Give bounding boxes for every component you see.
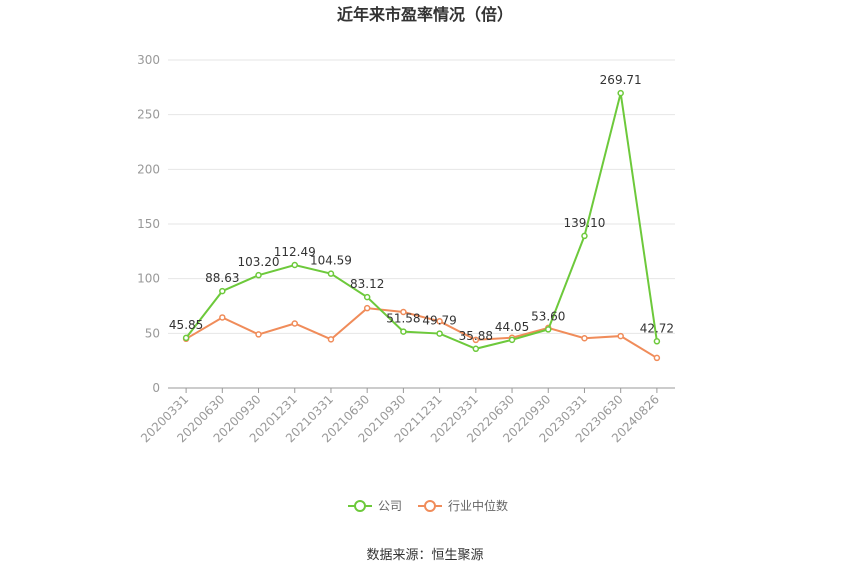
legend-swatch-marker (424, 500, 436, 512)
data-label: 269.71 (600, 73, 642, 87)
data-label: 104.59 (310, 254, 352, 268)
y-tick-label: 200 (137, 162, 160, 176)
data-point (472, 336, 480, 344)
x-axis: 2020033120200630202009302020123120210331… (138, 387, 675, 445)
data-point (219, 314, 226, 321)
data-point (436, 318, 443, 325)
data-point (219, 287, 226, 295)
y-tick-label: 150 (137, 217, 160, 231)
series-line (185, 92, 658, 350)
y-tick-label: 100 (137, 272, 160, 286)
data-point (363, 293, 371, 301)
data-label: 42.72 (640, 321, 674, 335)
data-point (653, 354, 661, 362)
data-point (363, 304, 371, 312)
data-label: 35.88 (459, 329, 493, 343)
data-label: 112.49 (274, 245, 316, 259)
y-axis: 0 50 100 150 200 250 300 (137, 53, 160, 395)
data-label: 88.63 (205, 271, 239, 285)
data-point (436, 330, 443, 337)
y-tick-label: 0 (152, 381, 160, 395)
y-tick-label: 250 (137, 108, 160, 122)
data-label: 103.20 (238, 255, 280, 269)
series-line (185, 307, 658, 359)
data-label: 44.05 (495, 320, 529, 334)
data-point (327, 270, 335, 277)
data-label: 45.85 (169, 318, 203, 332)
legend-item[interactable]: 公司 (348, 499, 402, 513)
data-point (617, 89, 624, 97)
data-label: 49.79 (422, 314, 456, 328)
data-point (400, 328, 407, 335)
chart-title: 近年来市盈率情况（倍） (337, 5, 513, 24)
y-tick-label: 300 (137, 53, 160, 67)
data-point (581, 232, 588, 240)
data-point (327, 336, 335, 343)
data-point (255, 331, 262, 338)
data-label: 139.10 (563, 216, 605, 230)
legend-item[interactable]: 行业中位数 (418, 498, 508, 513)
legend[interactable]: 公司 行业中位数 (348, 498, 508, 513)
data-point (617, 332, 624, 340)
data-point (400, 308, 407, 316)
data-point (255, 271, 262, 279)
data-label: 53.60 (531, 309, 565, 323)
legend-label: 行业中位数 (448, 498, 508, 513)
data-point (653, 338, 661, 345)
grid-lines (168, 59, 675, 334)
data-point (182, 334, 190, 342)
data-label: 83.12 (350, 277, 384, 291)
data-point (472, 345, 480, 353)
y-tick-label: 50 (145, 326, 160, 340)
data-point (291, 261, 298, 269)
legend-label: 公司 (378, 499, 402, 513)
series-group (182, 89, 661, 362)
legend-swatch-marker (354, 500, 366, 512)
data-source: 数据来源：恒生聚源 (366, 548, 483, 563)
data-point (291, 320, 298, 327)
data-label: 51.58 (386, 312, 420, 326)
data-point (545, 326, 552, 333)
data-point (508, 336, 516, 344)
data-point (581, 335, 588, 342)
